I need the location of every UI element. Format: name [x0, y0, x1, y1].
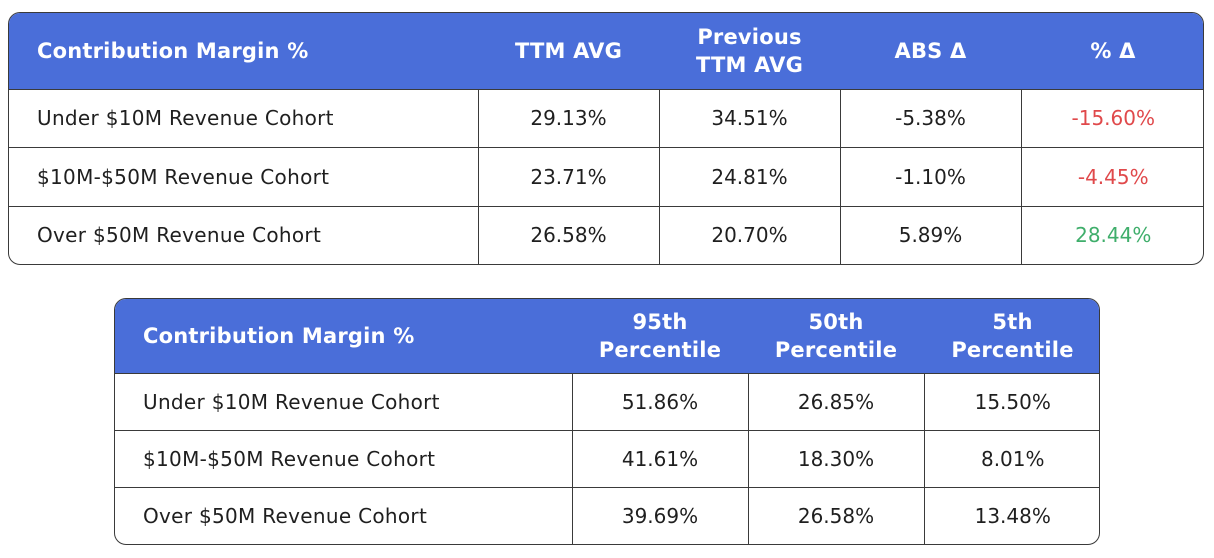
p95-cell: 41.61%: [571, 429, 748, 488]
header-50th-percentile: 50th Percentile: [748, 299, 924, 373]
table-row: $10M-$50M Revenue Cohort 23.71% 24.81% -…: [9, 147, 1203, 207]
p95-cell: 39.69%: [571, 487, 748, 544]
header-95th-percentile: 95th Percentile: [572, 299, 748, 373]
header-5th-line2: Percentile: [951, 337, 1074, 362]
cohort-label: Over $50M Revenue Cohort: [115, 487, 572, 544]
cohort-label: Under $10M Revenue Cohort: [9, 88, 478, 148]
abs-delta-cell: -1.10%: [839, 147, 1021, 207]
p50-cell: 18.30%: [747, 429, 924, 488]
header-5th-line1: 5th: [992, 309, 1033, 334]
ttm-comparison-table: Contribution Margin % TTM AVG Previous T…: [8, 12, 1204, 265]
pct-delta-cell: -15.60%: [1020, 88, 1203, 148]
header-contribution-margin: Contribution Margin %: [115, 299, 572, 373]
p5-cell: 8.01%: [923, 429, 1099, 488]
ttm-avg-cell: 26.58%: [477, 205, 659, 264]
pct-delta-cell: 28.44%: [1020, 205, 1203, 264]
previous-ttm-avg-cell: 24.81%: [658, 147, 840, 207]
header-ttm-avg: TTM AVG: [478, 13, 659, 89]
header-contribution-margin: Contribution Margin %: [9, 13, 478, 89]
ttm-avg-cell: 29.13%: [477, 88, 659, 148]
abs-delta-cell: -5.38%: [839, 88, 1021, 148]
table-header-row: Contribution Margin % 95th Percentile 50…: [115, 299, 1099, 373]
header-previous-line1: Previous: [697, 24, 802, 49]
p50-cell: 26.85%: [747, 372, 924, 431]
p5-cell: 15.50%: [923, 372, 1099, 431]
p95-cell: 51.86%: [571, 372, 748, 431]
table-header-row: Contribution Margin % TTM AVG Previous T…: [9, 13, 1203, 89]
previous-ttm-avg-cell: 20.70%: [658, 205, 840, 264]
percentile-table: Contribution Margin % 95th Percentile 50…: [114, 298, 1100, 545]
header-50th-line1: 50th: [808, 309, 864, 334]
p5-cell: 13.48%: [923, 487, 1099, 544]
header-previous-ttm-avg: Previous TTM AVG: [659, 13, 840, 89]
p50-cell: 26.58%: [747, 487, 924, 544]
header-pct-delta: % Δ: [1021, 13, 1203, 89]
header-previous-line2: TTM AVG: [695, 52, 804, 77]
table-row: Over $50M Revenue Cohort 26.58% 20.70% 5…: [9, 205, 1203, 264]
table-row: Under $10M Revenue Cohort 29.13% 34.51% …: [9, 88, 1203, 148]
cohort-label: $10M-$50M Revenue Cohort: [115, 429, 572, 488]
abs-delta-cell: 5.89%: [839, 205, 1021, 264]
pct-delta-cell: -4.45%: [1020, 147, 1203, 207]
header-95th-line1: 95th: [632, 309, 688, 334]
cohort-label: Over $50M Revenue Cohort: [9, 205, 478, 264]
cohort-label: $10M-$50M Revenue Cohort: [9, 147, 478, 207]
cohort-label: Under $10M Revenue Cohort: [115, 372, 572, 431]
table-row: Over $50M Revenue Cohort 39.69% 26.58% 1…: [115, 487, 1099, 544]
ttm-avg-cell: 23.71%: [477, 147, 659, 207]
table-row: Under $10M Revenue Cohort 51.86% 26.85% …: [115, 372, 1099, 431]
previous-ttm-avg-cell: 34.51%: [658, 88, 840, 148]
header-50th-line2: Percentile: [774, 337, 898, 362]
header-5th-percentile: 5th Percentile: [924, 299, 1099, 373]
header-abs-delta: ABS Δ: [840, 13, 1021, 89]
table-row: $10M-$50M Revenue Cohort 41.61% 18.30% 8…: [115, 429, 1099, 488]
header-95th-line2: Percentile: [598, 337, 722, 362]
